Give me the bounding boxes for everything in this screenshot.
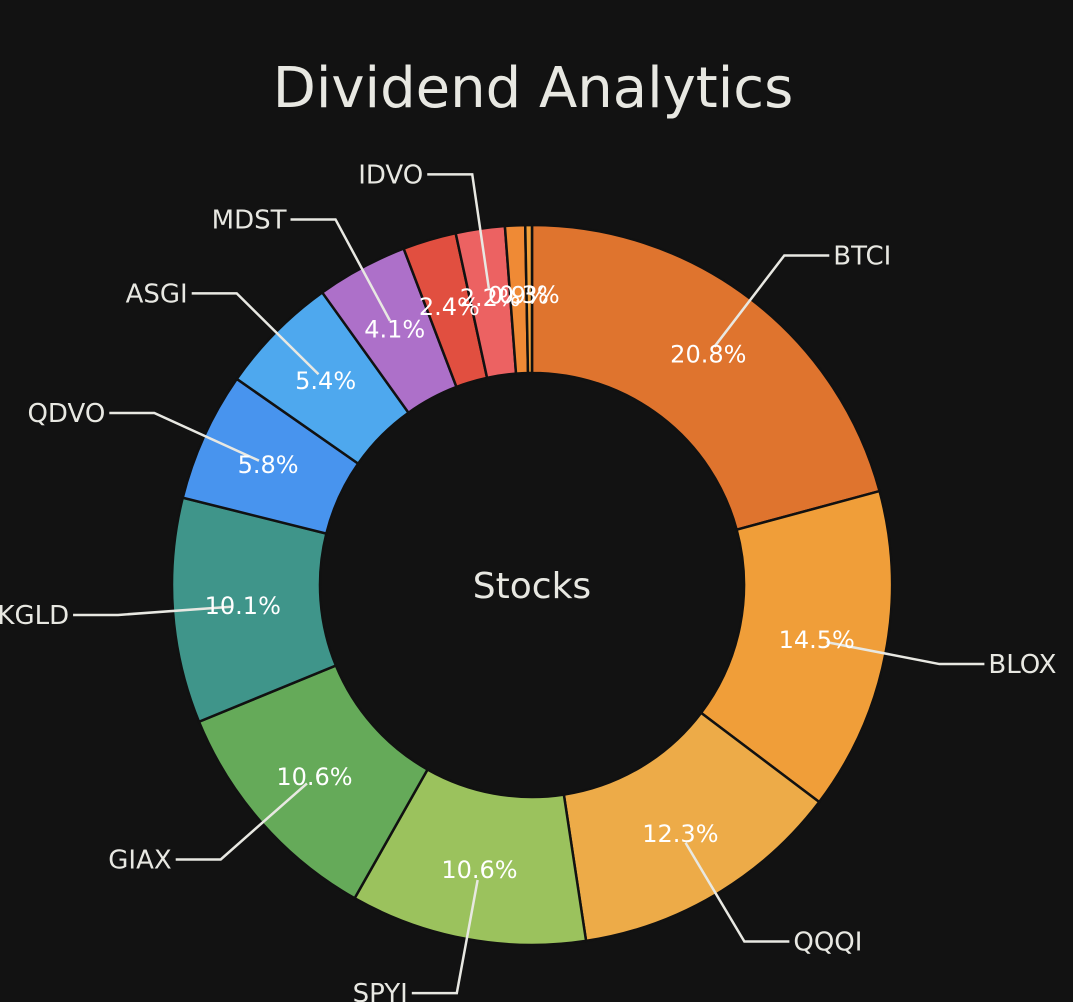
pct-label-asgi: 5.4% <box>295 367 356 395</box>
pct-label-slice-11: 0.9% <box>488 281 549 309</box>
slice-blox <box>699 489 894 804</box>
pct-label-slice-9: 2.4% <box>419 293 480 321</box>
leader-line-mdst <box>290 218 392 322</box>
pct-label-blox: 14.5% <box>779 626 855 654</box>
leader-line-qdvo <box>109 411 260 462</box>
name-label-giax: GIAX <box>108 845 171 875</box>
leader-line-qqqi <box>684 842 790 943</box>
name-label-mdst: MDST <box>212 205 287 235</box>
name-labels-layer: BTCI BLOX QQQI SPYI GIAX KGLD QDVO ASGI MDST IDVO <box>0 160 1056 1002</box>
leader-line-btci <box>713 254 830 348</box>
leader-line-blox <box>826 640 985 666</box>
percent-labels-layer: 20.8% 14.5% 12.3% 10.6% 10.6% 10.1% 5.8% 5.4% 4.… <box>205 281 855 884</box>
slices-layer <box>170 223 894 947</box>
chart-title: Dividend Analytics <box>273 56 794 121</box>
slice-slice-12 <box>523 223 534 375</box>
pct-label-idvo: 2.2% <box>460 284 521 312</box>
leader-line-idvo <box>427 173 491 289</box>
name-label-qqqi: QQQI <box>793 928 862 958</box>
pct-label-spyi: 10.6% <box>441 856 517 884</box>
name-label-asgi: ASGI <box>126 279 188 309</box>
name-label-spyi: SPYI <box>353 979 408 1002</box>
name-label-btci: BTCI <box>833 241 891 271</box>
slice-btci <box>530 223 882 532</box>
pct-label-btci: 20.8% <box>670 341 746 369</box>
pct-label-mdst: 4.1% <box>364 316 425 344</box>
center-label: Stocks <box>473 566 591 607</box>
pct-label-giax: 10.6% <box>276 763 352 791</box>
leader-line-giax <box>175 782 308 861</box>
pct-label-qqqi: 12.3% <box>642 820 718 848</box>
leader-line-asgi <box>191 292 320 376</box>
leader-lines-layer <box>73 173 985 995</box>
name-label-blox: BLOX <box>988 650 1056 680</box>
name-label-idvo: IDVO <box>358 160 423 190</box>
name-label-qdvo: QDVO <box>27 399 105 429</box>
pct-label-slice-12: 0.3% <box>499 281 560 309</box>
pct-label-qdvo: 5.8% <box>238 451 299 479</box>
leader-line-kgld <box>73 605 233 617</box>
pct-label-kgld: 10.1% <box>205 592 281 620</box>
leader-line-spyi <box>411 879 479 995</box>
name-label-kgld: KGLD <box>0 601 69 631</box>
